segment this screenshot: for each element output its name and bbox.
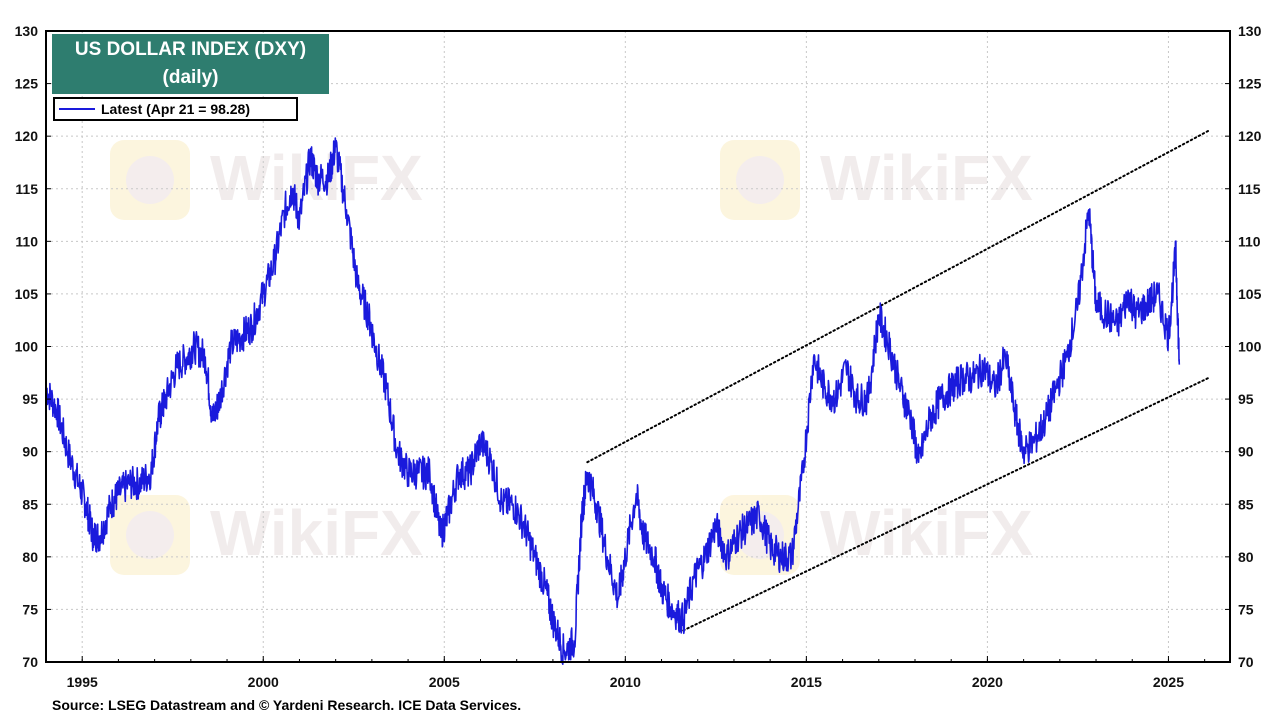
y-tick-label-right: 120 [1238, 128, 1262, 144]
y-tick-label-left: 80 [22, 549, 38, 565]
y-tick-label-left: 90 [22, 444, 38, 460]
y-tick-label-right: 90 [1238, 444, 1254, 460]
y-tick-label-right: 70 [1238, 654, 1254, 670]
watermark-text: WikiFX [820, 497, 1033, 569]
legend-entry: Latest (Apr 21 = 98.28) [101, 101, 251, 117]
y-tick-label-right: 75 [1238, 601, 1254, 617]
legend-swatch [59, 108, 95, 110]
x-tick-label: 1995 [67, 674, 98, 690]
y-tick-label-right: 100 [1238, 339, 1262, 355]
y-tick-label-right: 125 [1238, 76, 1262, 92]
chart-subtitle: (daily) [162, 67, 219, 88]
x-tick-label: 2005 [429, 674, 460, 690]
y-tick-label-right: 115 [1238, 181, 1261, 197]
gridlines [46, 31, 1230, 662]
watermark-logo-icon [720, 140, 800, 220]
trendline-2 [682, 377, 1210, 632]
y-tick-label-left: 110 [15, 233, 38, 249]
y-tick-label-left: 95 [22, 391, 38, 407]
y-tick-label-left: 85 [22, 496, 38, 512]
watermark-emblem-icon [736, 156, 784, 204]
x-tick-label: 2025 [1153, 674, 1184, 690]
y-tick-label-right: 80 [1238, 549, 1254, 565]
y-axis-left: 70 75 80 85 90 95 100 105 110 115 120 125 130 [15, 23, 51, 670]
trendline-1 [586, 129, 1210, 464]
y-tick-label-left: 120 [15, 128, 39, 144]
y-tick-label-right: 95 [1238, 391, 1254, 407]
x-axis: 1995 2000 2005 2010 2015 2020 2025 [45, 656, 1206, 690]
chart-title-box: US DOLLAR INDEX (DXY) (daily) [52, 34, 329, 94]
legend: Latest (Apr 21 = 98.28) [53, 97, 298, 121]
chart-title: US DOLLAR INDEX (DXY) [74, 39, 307, 60]
watermark-1: WikiFX [110, 140, 423, 220]
watermark-emblem-icon [126, 156, 174, 204]
y-tick-label-left: 75 [22, 601, 38, 617]
watermark-logo-icon [110, 495, 190, 575]
x-tick-label: 2020 [972, 674, 1003, 690]
y-tick-label-right: 110 [1238, 233, 1261, 249]
trendlines [586, 129, 1210, 632]
watermark-3: WikiFX [110, 495, 423, 575]
y-tick-label-right: 105 [1238, 286, 1262, 302]
y-tick-label-right: 130 [1238, 23, 1262, 39]
x-tick-label: 2010 [610, 674, 641, 690]
x-tick-label: 2000 [248, 674, 279, 690]
y-axis-right: 70 75 80 85 90 95 100 105 110 115 120 125 130 [1225, 23, 1262, 670]
y-tick-label-left: 130 [15, 23, 39, 39]
y-tick-label-left: 70 [22, 654, 38, 670]
watermark-text: WikiFX [210, 497, 423, 569]
y-tick-label-left: 105 [15, 286, 39, 302]
watermark-logo-icon [110, 140, 190, 220]
watermark-layer: WikiFX WikiFX WikiFX WikiFX [110, 140, 1033, 575]
y-tick-label-left: 100 [15, 339, 39, 355]
y-tick-label-left: 125 [15, 76, 39, 92]
y-tick-label-left: 115 [15, 181, 38, 197]
y-tick-label-right: 85 [1238, 496, 1254, 512]
x-tick-label: 2015 [791, 674, 822, 690]
watermark-2: WikiFX [720, 140, 1033, 220]
series-line-dxy [45, 137, 1181, 666]
watermark-text: WikiFX [820, 142, 1033, 214]
watermark-emblem-icon [126, 511, 174, 559]
source-note: Source: LSEG Datastream and © Yardeni Re… [52, 697, 522, 713]
